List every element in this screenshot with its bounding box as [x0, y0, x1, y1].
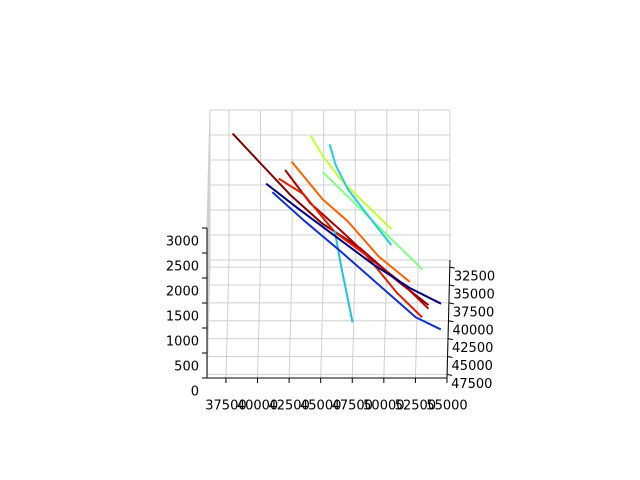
x-tick-label: 42500 [268, 399, 309, 414]
x-tick-label: 37500 [205, 399, 246, 414]
z-tick-label: 2000 [166, 285, 199, 300]
x-tick-label: 52500 [395, 399, 436, 414]
trajectory [265, 182, 442, 305]
trajectory [271, 191, 442, 331]
y-tick [447, 356, 453, 359]
y-tick-label: 37500 [453, 305, 494, 320]
x-tick-label: 50000 [363, 399, 404, 414]
y-tick-label: 32500 [454, 270, 495, 285]
z-tick-label: 1000 [166, 335, 199, 350]
y-tick [446, 373, 453, 376]
z-tick-label: 0 [191, 385, 199, 400]
z-tick-label: 500 [174, 360, 199, 375]
x-tick-label: 47500 [332, 399, 373, 414]
z-tick-label: 2500 [166, 260, 199, 275]
trajectory [290, 160, 411, 283]
y-tick [447, 338, 454, 341]
y-tick-label: 35000 [453, 288, 494, 303]
x-tick-label: 40000 [237, 399, 278, 414]
z-tick-label: 1500 [166, 310, 199, 325]
y-tick-label: 47500 [451, 377, 492, 392]
grid-line [414, 259, 419, 379]
y-tick [449, 284, 455, 287]
grid-line [225, 259, 230, 379]
grid-line [320, 259, 325, 379]
y-tick-label: 40000 [452, 323, 493, 338]
trajectory [328, 144, 393, 246]
y-tick [448, 320, 454, 323]
trajectory [309, 135, 393, 231]
grid-line [257, 259, 262, 379]
y-tick [448, 302, 455, 305]
trajectory [333, 230, 354, 323]
y-tick-label: 42500 [452, 341, 493, 356]
z-tick-label: 3000 [166, 235, 199, 250]
grid-line [288, 259, 293, 379]
y-tick-label: 45000 [452, 359, 493, 374]
x-tick-label: 55000 [426, 399, 467, 414]
y-axis-line [446, 259, 451, 379]
grid-line [351, 259, 356, 379]
x-tick-label: 45000 [300, 399, 341, 414]
grid-line [206, 109, 211, 229]
trajectory [278, 177, 423, 318]
y-tick [449, 266, 455, 269]
